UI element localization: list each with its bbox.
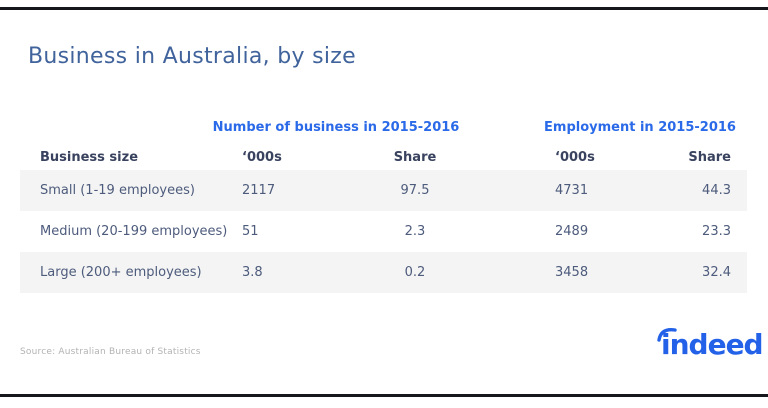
row-label: Medium (20-199 employees): [40, 224, 228, 239]
row-label: Small (1-19 employees): [40, 183, 195, 198]
cell-employment-000s: 3458: [555, 265, 589, 280]
page-title: Business in Australia, by size: [28, 44, 356, 69]
group-header-employment: Employment in 2015-2016: [544, 120, 736, 135]
bottom-divider: [0, 394, 768, 397]
cell-business-000s: 2117: [242, 183, 276, 198]
row-label: Large (200+ employees): [40, 265, 202, 280]
indeed-arc-icon: [657, 328, 677, 342]
source-attribution: Source: Australian Bureau of Statistics: [20, 347, 201, 357]
cell-business-share: 0.2: [404, 265, 426, 280]
column-header-employment-000s: ‘000s: [555, 149, 595, 165]
table-row-small: Small (1-19 employees) 2117 97.5 4731 44…: [20, 170, 747, 211]
cell-business-000s: 51: [242, 224, 259, 239]
column-header-business-size: Business size: [40, 149, 139, 165]
cell-business-share: 97.5: [400, 183, 430, 198]
group-header-number-of-business: Number of business in 2015-2016: [212, 120, 460, 135]
cell-employment-share: 44.3: [702, 183, 731, 198]
indeed-logo: indeed: [657, 324, 764, 366]
cell-employment-share: 23.3: [702, 224, 731, 239]
cell-business-share: 2.3: [404, 224, 426, 239]
column-header-employment-share: Share: [688, 149, 731, 165]
cell-business-000s: 3.8: [242, 265, 263, 280]
table-header-row: Business size ‘000s Share ‘000s Share: [20, 145, 747, 169]
cell-employment-share: 32.4: [702, 265, 731, 280]
column-header-business-share: Share: [393, 149, 437, 165]
column-header-business-000s: ‘000s: [242, 149, 282, 165]
indeed-logo-text: indeed: [661, 328, 764, 361]
cell-employment-000s: 2489: [555, 224, 589, 239]
cell-employment-000s: 4731: [555, 183, 589, 198]
table-row-medium: Medium (20-199 employees) 51 2.3 2489 23…: [20, 211, 747, 252]
top-divider: [0, 7, 768, 10]
table-row-large: Large (200+ employees) 3.8 0.2 3458 32.4: [20, 252, 747, 293]
